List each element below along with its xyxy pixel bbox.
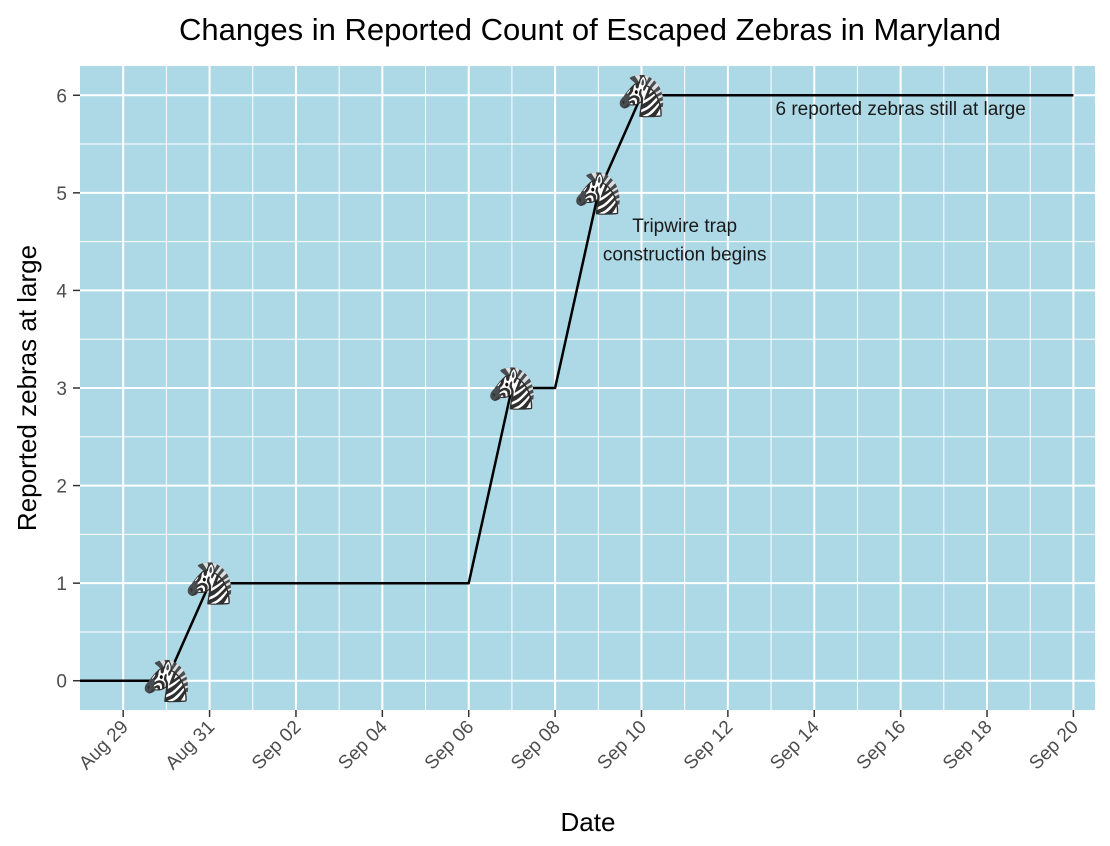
series-layer (80, 94, 1074, 682)
x-tick-label: Sep 06 (421, 717, 478, 774)
annotation-line: 6 reported zebras still at large (775, 99, 1025, 120)
y-tick-label: 3 (56, 379, 67, 400)
x-tick-label: Sep 08 (507, 717, 564, 774)
x-tick-label: Sep 02 (248, 717, 305, 774)
y-tick-label: 6 (56, 86, 67, 107)
x-tick-label: Sep 04 (334, 716, 392, 774)
zebra-icon: 🦓 (185, 560, 235, 607)
annotation-layer: 6 reported zebras still at large Tripwire… (603, 99, 1026, 266)
y-axis: 0 1 2 3 4 5 6 (56, 86, 80, 693)
chart-title: Changes in Reported Count of Escaped Zeb… (179, 12, 1001, 47)
annotation-line: construction begins (603, 244, 767, 265)
x-tick-label: Sep 12 (680, 717, 737, 774)
y-tick-label: 0 (56, 672, 67, 693)
zebra-icon: 🦓 (573, 170, 623, 217)
zebra-icon: 🦓 (487, 365, 537, 412)
x-tick-label: Sep 16 (853, 717, 910, 774)
y-tick-label: 4 (56, 281, 67, 302)
x-tick-label: Aug 31 (162, 717, 219, 774)
x-tick-label: Sep 20 (1025, 717, 1082, 774)
annotation-line: Tripwire trap (632, 216, 737, 237)
x-axis-title: Date (561, 807, 616, 837)
y-tick-label: 1 (56, 574, 67, 595)
y-axis-title: Reported zebras at large (12, 245, 42, 531)
zebra-icon: 🦓 (617, 72, 667, 119)
y-tick-label: 5 (56, 184, 67, 205)
y-tick-label: 2 (56, 477, 67, 498)
annotation-label: 6 reported zebras still at large (775, 99, 1025, 120)
x-tick-label: Sep 14 (766, 716, 824, 774)
x-tick-label: Sep 10 (594, 717, 651, 774)
x-tick-label: Sep 18 (939, 717, 996, 774)
zebra-icon: 🦓 (141, 658, 191, 705)
series-line (80, 94, 1074, 682)
x-tick-label: Aug 29 (75, 717, 132, 774)
annotation-label: Tripwire trap construction begins (603, 216, 767, 266)
x-axis: Aug 29 Aug 31 Sep 02 Sep 04 Sep 06 Sep 08 Sep … (75, 710, 1083, 774)
marker-layer: 🦓 🦓 🦓 🦓 🦓 (141, 72, 666, 704)
